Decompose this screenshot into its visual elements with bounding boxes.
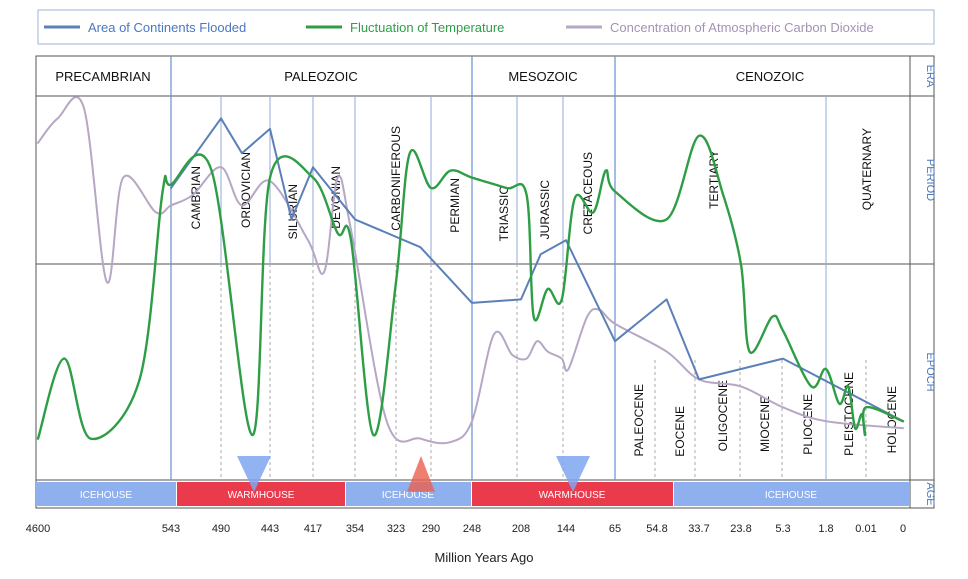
period-label-ordovician: ORDOVICIAN: [239, 152, 253, 228]
age-band: [346, 482, 471, 506]
period-label-tertiary: TERTIARY: [707, 150, 721, 209]
period-boundaries: [220, 96, 827, 480]
x-tick-label: 323: [387, 523, 405, 535]
x-tick-label: 33.7: [688, 523, 709, 535]
x-axis-ticks: 4600 543 490 443 417 354 323 290 248 208…: [26, 523, 906, 535]
epoch-label-miocene: MIOCENE: [758, 396, 772, 452]
age-bands: ICEHOUSE WARMHOUSE ICEHOUSE WARMHOUSE IC…: [36, 482, 909, 506]
legend-label-flooded: Area of Continents Flooded: [88, 20, 246, 35]
period-labels: CAMBRIAN ORDOVICIAN SILURIAN DEVONIAN CA…: [189, 126, 874, 241]
x-tick-label: 354: [346, 523, 364, 535]
x-tick-label: 290: [422, 523, 440, 535]
row-label-era: ERA: [924, 65, 936, 88]
age-band-label: WARMHOUSE: [539, 490, 606, 501]
era-label-mesozoic: MESOZOIC: [508, 69, 577, 84]
x-tick-label: 208: [512, 523, 530, 535]
period-label-permian: PERMIAN: [448, 178, 462, 233]
period-label-cambrian: CAMBRIAN: [189, 166, 203, 229]
period-label-cretaceous: CRETACEOUS: [581, 152, 595, 234]
age-band-label: WARMHOUSE: [228, 490, 295, 501]
x-tick-label: 417: [304, 523, 322, 535]
x-tick-label: 23.8: [730, 523, 751, 535]
legend-label-temperature: Fluctuation of Temperature: [350, 20, 504, 35]
row-label-period: PERIOD: [924, 159, 936, 201]
x-tick-label: 4600: [26, 523, 50, 535]
x-tick-label: 54.8: [646, 523, 667, 535]
age-band: [36, 482, 176, 506]
plot-border: [35, 55, 935, 509]
glaciation-marker-triangle: [237, 456, 271, 492]
epoch-label-paleocene: PALEOCENE: [632, 384, 646, 456]
x-tick-label: 65: [609, 523, 621, 535]
epoch-label-pleistocene: PLEISTOCENE: [842, 372, 856, 456]
x-axis-label: Million Years Ago: [434, 550, 533, 565]
x-tick-label: 0: [900, 523, 906, 535]
x-tick-label: 144: [557, 523, 575, 535]
x-tick-label: 0.01: [855, 523, 876, 535]
series-layer: [36, 96, 905, 445]
period-label-carboniferous: CARBONIFEROUS: [389, 126, 403, 231]
era-boundaries: [170, 56, 616, 480]
x-tick-label: 248: [463, 523, 481, 535]
era-label-cenozoic: CENOZOIC: [736, 69, 805, 84]
series-line-flooded: [170, 117, 904, 423]
era-label-precambrian: PRECAMBRIAN: [55, 69, 150, 84]
dashed-gridlines: [220, 264, 867, 480]
era-label-paleozoic: PALEOZOIC: [284, 69, 357, 84]
series-line-temperature: [36, 134, 905, 441]
epoch-labels: PALEOCENE EOCENE OLIGOCENE MIOCENE PLIOC…: [632, 372, 899, 457]
legend-label-co2: Concentration of Atmospheric Carbon Diox…: [610, 20, 874, 35]
epoch-label-pliocene: PLIOCENE: [801, 394, 815, 455]
legend: Area of Continents Flooded Fluctuation o…: [37, 9, 935, 45]
x-tick-label: 443: [261, 523, 279, 535]
age-band-label: ICEHOUSE: [382, 490, 435, 501]
event-markers: [237, 456, 590, 492]
legend-box: [37, 9, 935, 45]
epoch-label-eocene: EOCENE: [673, 406, 687, 457]
warm-peak-marker-triangle: [407, 456, 435, 492]
period-label-quaternary: QUATERNARY: [860, 128, 874, 210]
row-labels: ERA PERIOD EPOCH AGE: [924, 65, 936, 506]
period-label-triassic: TRIASSIC: [497, 186, 511, 242]
age-band-label: ICEHOUSE: [765, 490, 818, 501]
period-label-jurassic: JURASSIC: [538, 180, 552, 240]
x-tick-label: 5.3: [775, 523, 790, 535]
age-band: [177, 482, 345, 506]
chart-frame: [35, 55, 935, 509]
x-tick-label: 490: [212, 523, 230, 535]
epoch-label-oligocene: OLIGOCENE: [716, 380, 730, 451]
epoch-label-holocene: HOLOCENE: [885, 386, 899, 453]
series-line-co2: [37, 96, 904, 445]
row-label-age: AGE: [924, 482, 936, 505]
glaciation-marker-triangle: [556, 456, 590, 492]
age-band: [674, 482, 909, 506]
row-label-epoch: EPOCH: [924, 352, 936, 391]
age-band-label: ICEHOUSE: [80, 490, 133, 501]
x-tick-label: 1.8: [818, 523, 833, 535]
era-labels: PRECAMBRIAN PALEOZOIC MESOZOIC CENOZOIC: [55, 69, 804, 84]
x-tick-label: 543: [162, 523, 180, 535]
